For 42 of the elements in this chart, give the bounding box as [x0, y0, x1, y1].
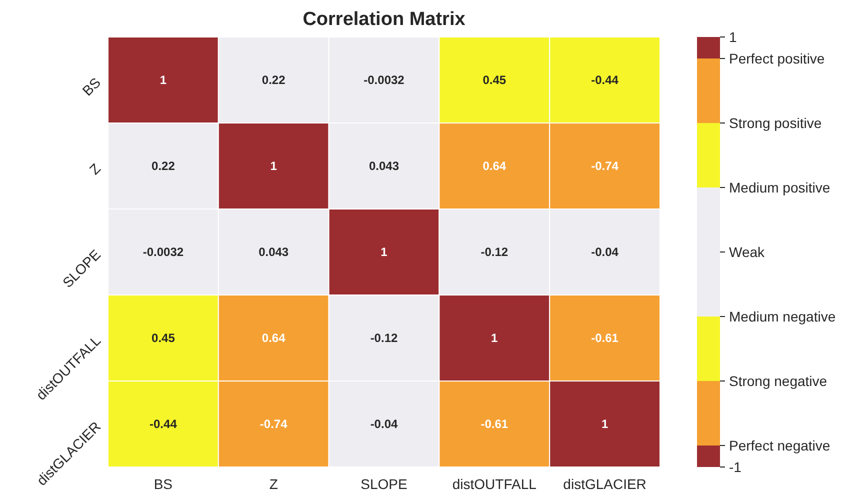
- data-label: -0.44: [150, 417, 178, 431]
- data-label: -0.74: [591, 159, 619, 173]
- data-label: 0.043: [258, 245, 289, 259]
- y-tick-label: BS: [79, 74, 104, 99]
- data-label: -0.0032: [142, 245, 184, 259]
- data-label: 1: [270, 159, 278, 173]
- data-label: -0.0032: [364, 73, 405, 87]
- data-label: 1: [160, 73, 167, 87]
- data-label: 0.64: [262, 331, 286, 345]
- data-label: -0.74: [260, 417, 288, 431]
- data-label: 0.22: [262, 73, 286, 87]
- data-label: -0.04: [591, 245, 619, 259]
- data-label: -0.61: [480, 417, 508, 431]
- color-bar-label: Strong positive: [729, 114, 822, 131]
- data-label: -0.44: [591, 73, 619, 87]
- x-tick-label: BS: [154, 476, 173, 492]
- color-bar-label: Weak: [729, 244, 766, 260]
- color-bar-label: Medium positive: [729, 179, 830, 196]
- data-label: -0.04: [370, 417, 398, 431]
- x-tick-label: distGLACIER: [563, 476, 646, 492]
- data-label: 0.22: [152, 159, 176, 173]
- color-bar-label: -1: [729, 458, 742, 475]
- chart-title: Correlation Matrix: [302, 9, 466, 30]
- data-label: 0.45: [152, 331, 176, 345]
- x-tick-label: Z: [269, 476, 278, 492]
- data-label: -0.61: [591, 331, 619, 345]
- data-label: 0.043: [368, 159, 400, 173]
- data-label: -0.12: [480, 245, 508, 259]
- y-tick-label: Z: [86, 160, 104, 178]
- color-bar-label: Strong negative: [729, 372, 828, 389]
- color-bar-label: Medium negative: [729, 308, 836, 324]
- data-label: 0.45: [482, 73, 506, 87]
- color-bar-label: Perfect positive: [729, 50, 825, 66]
- data-label: 1: [601, 417, 608, 431]
- x-tick-label: distOUTFALL: [452, 476, 537, 492]
- data-label: 0.64: [482, 159, 506, 173]
- data-label: -0.12: [370, 331, 398, 345]
- color-bar-label: Perfect negative: [729, 437, 830, 454]
- data-label: 1: [380, 245, 388, 259]
- data-label: 1: [491, 331, 498, 345]
- x-tick-label: SLOPE: [360, 476, 408, 492]
- color-bar-label: 1: [729, 28, 737, 45]
